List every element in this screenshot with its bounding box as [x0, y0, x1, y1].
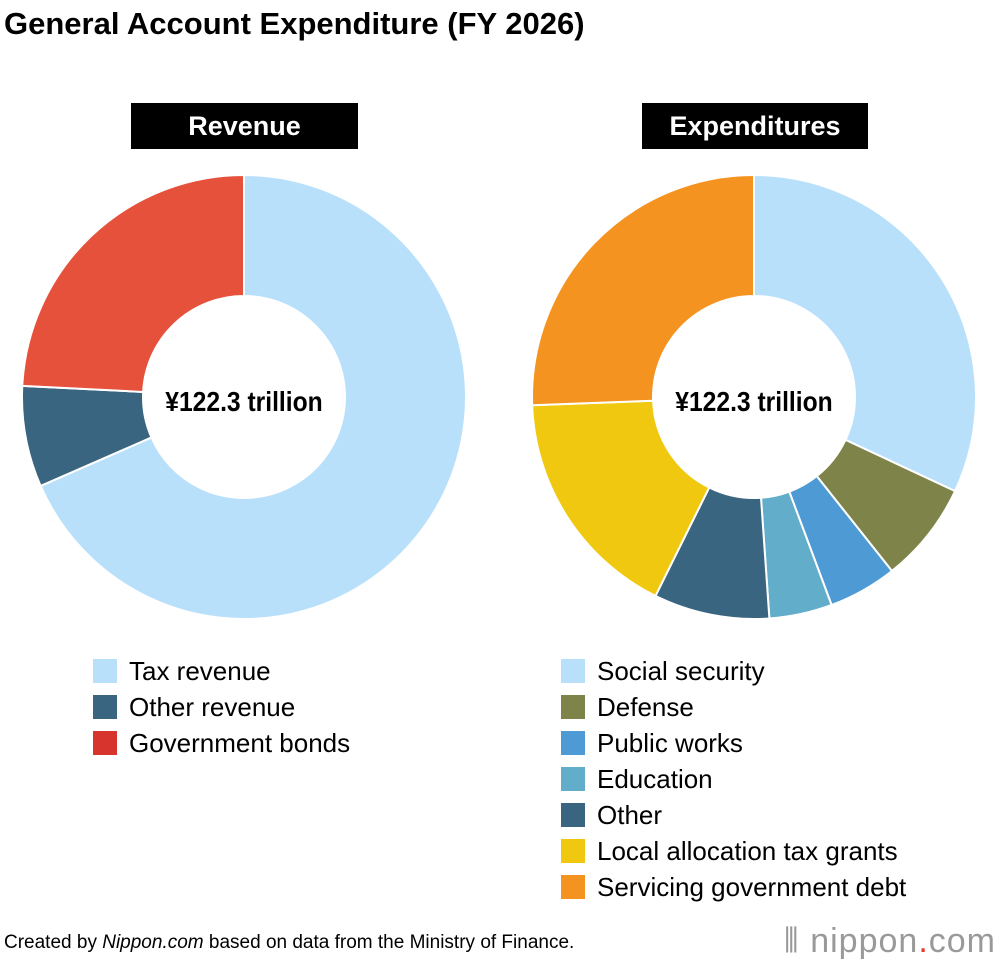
legend-item: Social security	[561, 653, 906, 689]
legend-label: Education	[597, 764, 713, 794]
legend-label: Other	[597, 800, 663, 830]
legend-swatch	[561, 695, 585, 719]
legend-item: Other	[561, 797, 906, 833]
source-site: Nippon.com	[102, 932, 204, 953]
slice-servicing-government-debt	[531, 173, 755, 407]
slice-government-bonds	[21, 173, 245, 393]
logo-dot: .	[918, 922, 929, 960]
legend-swatch	[561, 875, 585, 899]
legend-label: Social security	[597, 656, 765, 686]
legend-item: Education	[561, 761, 906, 797]
logo-text: nippon	[810, 922, 919, 960]
legend-item: Defense	[561, 689, 906, 725]
chart-title: General Account Expenditure (FY 2026)	[4, 6, 585, 41]
legend-swatch	[561, 731, 585, 755]
revenue-legend: Tax revenue Other revenue Government bonds	[93, 653, 350, 761]
center-label: ¥122.3 trillion	[165, 386, 322, 418]
legend-item: Servicing government debt	[561, 869, 906, 905]
legend-swatch	[561, 767, 585, 791]
legend-label: Servicing government debt	[597, 872, 907, 902]
slice-social-security	[753, 173, 977, 493]
legend-label: Tax revenue	[129, 656, 271, 686]
legend-item: Government bonds	[93, 725, 350, 761]
legend-label: Other revenue	[129, 692, 296, 722]
slice-tax-revenue	[39, 173, 467, 620]
legend-swatch	[93, 695, 117, 719]
legend-swatch	[93, 659, 117, 683]
legend-item: Local allocation tax grants	[561, 833, 906, 869]
legend-swatch	[561, 659, 585, 683]
legend-swatch	[561, 803, 585, 827]
expenditures-header: Expenditures	[642, 103, 868, 149]
legend-item: Public works	[561, 725, 906, 761]
nippon-logo: ⦀ nippon.com	[783, 922, 996, 960]
legend-item: Other revenue	[93, 689, 350, 725]
legend-swatch	[561, 839, 585, 863]
legend-label: Public works	[597, 728, 743, 758]
expenditures-legend: Social security Defense Public works Educat…	[561, 653, 906, 905]
revenue-header: Revenue	[131, 103, 358, 149]
legend-swatch	[93, 731, 117, 755]
legend-label: Government bonds	[129, 728, 351, 758]
slice-local-allocation-tax-grants	[531, 399, 711, 598]
source-note: Created by Nippon.com based on data from…	[4, 932, 574, 954]
source-suffix: based on data from the Ministry of Finan…	[203, 932, 575, 953]
legend-label: Defense	[597, 692, 694, 722]
center-label: ¥122.3 trillion	[675, 386, 832, 418]
legend-label: Local allocation tax grants	[597, 836, 898, 866]
logo-tld: com	[928, 922, 996, 960]
source-prefix: Created by	[4, 932, 103, 953]
legend-item: Tax revenue	[93, 653, 350, 689]
